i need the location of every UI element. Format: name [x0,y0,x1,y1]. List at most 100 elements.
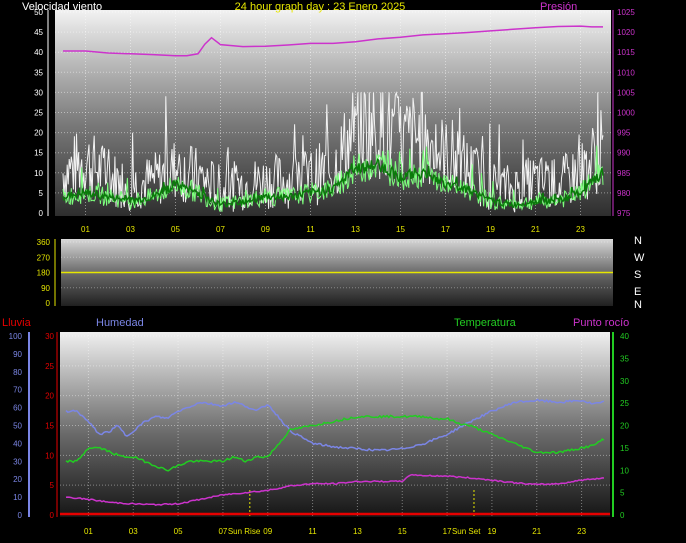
wind-label: Velocidad viento [22,1,102,13]
wind-hour-tick: 09 [261,225,270,234]
pressure-right-tick: 980 [617,189,631,198]
rain-tick: 25 [45,362,54,371]
pressure-right-tick: 990 [617,149,631,158]
wind-left-tick: 30 [34,88,43,97]
direction-tick: 360 [37,238,51,247]
temperature-tick: 25 [620,399,629,408]
dewpoint-label: Punto rocío [573,317,629,329]
wind-hour-tick: 23 [576,225,585,234]
temperature-tick: 5 [620,489,625,498]
temperature-tick: 40 [620,332,629,341]
humidity-tick: 40 [13,439,22,448]
temperature-tick: 15 [620,444,629,453]
humidity-tick: 90 [13,350,22,359]
temp-hour-tick: 01 [84,527,93,536]
pressure-right-tick: 1000 [617,109,635,118]
rain-tick: 20 [45,392,54,401]
temp-hour-tick: 17 [443,527,452,536]
temp-hour-tick: 21 [532,527,541,536]
sun-marker-label: Sun Rise [228,527,261,536]
rain-tick: 0 [50,511,55,520]
temp-hour-tick: 05 [174,527,183,536]
pressure-right-tick: 1005 [617,88,635,97]
pressure-line [63,25,603,57]
temp-hour-tick: 23 [577,527,586,536]
compass-w: W [634,252,645,264]
pressure-right-tick: 995 [617,129,631,138]
wind-left-tick: 40 [34,48,43,57]
temp-hour-tick: 07 [218,527,227,536]
wind-left-tick: 45 [34,28,43,37]
temp-hour-tick: 03 [129,527,138,536]
humidity-label: Humedad [96,317,144,329]
pressure-label: Presión [540,1,577,13]
compass-s: S [634,269,641,281]
chart-title: 24 hour graph day : 23 Enero 2025 [235,1,406,13]
sun-marker-label: Sun Set [452,527,481,536]
direction-tick: 180 [37,269,51,278]
temperature-tick: 30 [620,377,629,386]
wind-hour-tick: 15 [396,225,405,234]
temperature-line [65,414,605,472]
direction-tick: 90 [41,284,50,293]
humidity-tick: 50 [13,422,22,431]
wind-hour-tick: 21 [531,225,540,234]
rain-label: Lluvia [2,317,32,329]
temp-hour-tick: 13 [353,527,362,536]
wind-hour-tick: 19 [486,225,495,234]
humidity-tick: 0 [18,511,23,520]
wind-left-tick: 20 [34,129,43,138]
temp-plot-area [60,332,610,517]
temperature-tick: 0 [620,511,625,520]
compass-n-bottom: N [634,299,642,311]
rain-tick: 10 [45,451,54,460]
humidity-line [65,398,605,452]
humidity-tick: 30 [13,457,22,466]
humidity-tick: 70 [13,386,22,395]
pressure-right-tick: 1015 [617,48,635,57]
temperature-tick: 35 [620,354,629,363]
wind-hour-tick: 03 [126,225,135,234]
wind-left-tick: 15 [34,149,43,158]
compass-n-top: N [634,235,642,247]
wind-hour-tick: 05 [171,225,180,234]
temp-hour-tick: 19 [487,527,496,536]
wind-avg-line [62,158,604,210]
humidity-tick: 80 [13,368,22,377]
wind-hour-tick: 13 [351,225,360,234]
humidity-tick: 100 [9,332,23,341]
wind-left-tick: 5 [39,189,44,198]
wind-hour-tick: 07 [216,225,225,234]
temp-hour-tick: 15 [398,527,407,536]
temp-hour-tick: 09 [263,527,272,536]
direction-tick: 270 [37,253,51,262]
rain-tick: 5 [50,481,55,490]
humidity-tick: 60 [13,404,22,413]
pressure-right-tick: 1010 [617,68,635,77]
compass-e: E [634,286,641,298]
rain-tick: 15 [45,422,54,431]
wind-left-tick: 25 [34,109,43,118]
temp-hour-tick: 11 [308,527,317,536]
temperature-label: Temperatura [454,317,517,329]
wind-left-tick: 50 [34,8,43,17]
rain-tick: 30 [45,332,54,341]
direction-tick: 0 [46,299,51,308]
dewpoint-line [65,473,605,507]
wind-left-tick: 35 [34,68,43,77]
pressure-right-tick: 1020 [617,28,635,37]
wind-speed-line [62,145,604,212]
wind-left-tick: 10 [34,169,43,178]
pressure-right-tick: 985 [617,169,631,178]
wind-hour-tick: 11 [306,225,315,234]
wind-hour-tick: 01 [81,225,90,234]
pressure-right-tick: 1025 [617,8,635,17]
pressure-right-tick: 975 [617,209,631,218]
wind-hour-tick: 17 [441,225,450,234]
humidity-tick: 10 [13,493,22,502]
wind-left-tick: 0 [39,209,44,218]
temperature-tick: 20 [620,422,629,431]
temperature-tick: 10 [620,466,629,475]
